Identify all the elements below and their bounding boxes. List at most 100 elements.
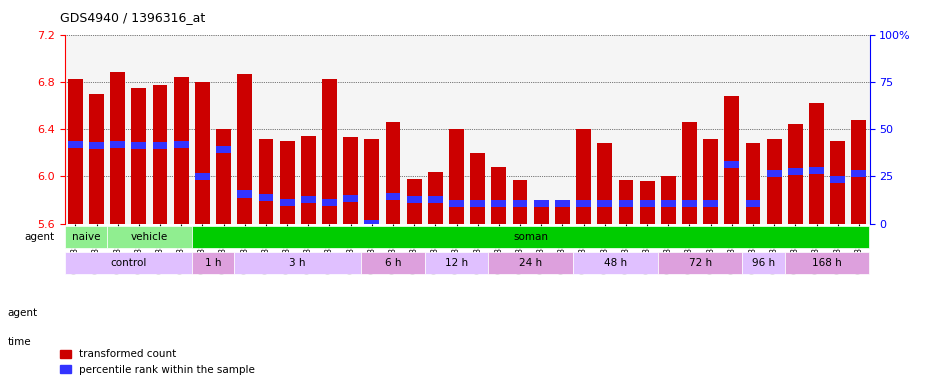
Bar <box>784 252 870 275</box>
Bar <box>660 200 676 207</box>
Bar <box>65 225 107 248</box>
Bar <box>110 141 125 148</box>
Bar <box>450 200 464 207</box>
Bar <box>658 252 743 275</box>
Bar <box>191 252 234 275</box>
Bar <box>238 74 253 223</box>
Bar <box>470 153 485 223</box>
Bar <box>746 143 760 223</box>
Bar <box>573 252 658 275</box>
Text: 24 h: 24 h <box>519 258 542 268</box>
Bar <box>364 139 379 223</box>
Text: 168 h: 168 h <box>812 258 842 268</box>
Bar <box>450 129 464 223</box>
Bar <box>788 168 803 175</box>
Bar <box>153 142 167 149</box>
Bar <box>640 181 655 223</box>
Bar <box>576 200 591 207</box>
Bar <box>512 200 527 207</box>
Bar <box>619 180 634 223</box>
Bar <box>195 82 210 223</box>
Bar <box>767 170 782 177</box>
Bar <box>131 142 146 149</box>
Text: 3 h: 3 h <box>290 258 306 268</box>
Bar <box>279 141 294 223</box>
Bar <box>682 122 697 223</box>
Bar <box>216 146 231 153</box>
Bar <box>89 142 104 149</box>
Bar <box>107 225 191 248</box>
Bar <box>65 252 191 275</box>
Bar <box>660 176 676 223</box>
Bar <box>470 200 485 207</box>
Bar <box>640 200 655 207</box>
Bar <box>576 129 591 223</box>
Bar <box>682 200 697 207</box>
Bar <box>322 79 337 223</box>
Bar <box>809 103 824 223</box>
Bar <box>68 141 82 148</box>
Bar <box>191 225 870 248</box>
Bar <box>831 176 845 184</box>
Bar <box>743 252 784 275</box>
Bar <box>258 139 274 223</box>
Bar <box>407 196 422 204</box>
Bar <box>724 96 739 223</box>
Bar <box>131 88 146 223</box>
Text: 72 h: 72 h <box>688 258 711 268</box>
Text: agent: agent <box>24 232 55 242</box>
Bar <box>174 77 189 223</box>
Bar <box>174 141 189 148</box>
Legend: transformed count, percentile rank within the sample: transformed count, percentile rank withi… <box>56 345 259 379</box>
Bar <box>534 206 549 223</box>
Text: soman: soman <box>513 232 549 242</box>
Bar <box>555 200 570 207</box>
Bar <box>491 167 506 223</box>
Bar <box>512 180 527 223</box>
Bar <box>343 195 358 202</box>
Bar <box>386 193 401 200</box>
Bar <box>831 141 845 223</box>
Bar <box>238 190 253 198</box>
Text: 12 h: 12 h <box>445 258 468 268</box>
Bar <box>386 122 401 223</box>
Text: control: control <box>110 258 146 268</box>
Text: naive: naive <box>71 232 100 242</box>
Bar <box>343 137 358 223</box>
Bar <box>216 129 231 223</box>
Bar <box>703 200 718 207</box>
Bar <box>234 252 362 275</box>
Bar <box>619 200 634 207</box>
Bar <box>322 199 337 206</box>
Bar <box>852 170 867 177</box>
Bar <box>703 139 718 223</box>
Bar <box>362 252 425 275</box>
Bar <box>89 94 104 223</box>
Bar <box>852 119 867 223</box>
Bar <box>364 220 379 227</box>
Bar <box>724 161 739 168</box>
Text: vehicle: vehicle <box>130 232 168 242</box>
Text: 1 h: 1 h <box>204 258 221 268</box>
Bar <box>746 200 760 207</box>
Bar <box>767 139 782 223</box>
Bar <box>555 200 570 223</box>
Bar <box>301 136 315 223</box>
Bar <box>809 167 824 174</box>
Text: 6 h: 6 h <box>385 258 401 268</box>
Bar <box>110 72 125 223</box>
Text: time: time <box>7 337 31 347</box>
Bar <box>153 85 167 223</box>
Bar <box>428 196 443 204</box>
Bar <box>68 79 82 223</box>
Bar <box>598 143 612 223</box>
Bar <box>279 199 294 206</box>
Bar <box>491 200 506 207</box>
Text: 96 h: 96 h <box>752 258 775 268</box>
Bar <box>258 194 274 201</box>
Text: agent: agent <box>7 308 38 318</box>
Bar <box>425 252 488 275</box>
Bar <box>301 196 315 204</box>
Bar <box>598 200 612 207</box>
Bar <box>788 124 803 223</box>
